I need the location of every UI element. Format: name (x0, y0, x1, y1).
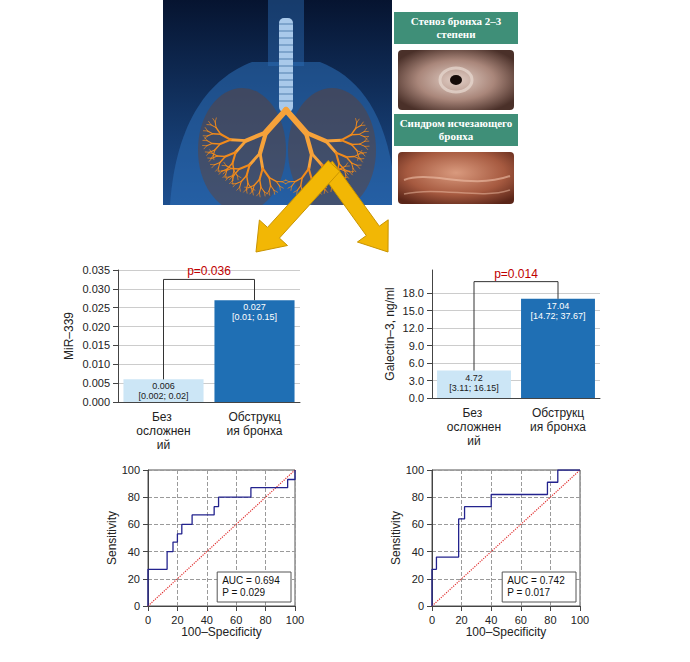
svg-text:60: 60 (412, 518, 424, 530)
svg-text:15.0: 15.0 (403, 305, 424, 317)
svg-text:0.010: 0.010 (82, 358, 110, 370)
svg-text:p=0.014: p=0.014 (494, 267, 538, 281)
svg-text:100–Specificity: 100–Specificity (466, 625, 547, 639)
svg-text:0.035: 0.035 (82, 264, 110, 276)
html-text:Стеноз бронха 2–3 степени: Стеноз бронха 2–3 степени (410, 15, 502, 40)
svg-text:0: 0 (134, 600, 140, 612)
svg-text:Galectin–3, ng/ml: Galectin–3, ng/ml (383, 287, 397, 380)
svg-text:0.006: 0.006 (152, 381, 175, 391)
svg-text:ий: ий (157, 438, 170, 452)
svg-text:6.0: 6.0 (409, 357, 424, 369)
svg-text:осложнен: осложнен (136, 424, 190, 438)
svg-text:Sensitivity: Sensitivity (389, 511, 403, 565)
svg-text:0.020: 0.020 (82, 321, 110, 333)
svg-text:20: 20 (171, 614, 183, 626)
svg-text:ия бронха: ия бронха (530, 420, 586, 434)
svg-text:Без: Без (462, 406, 485, 420)
svg-text:P = 0.017: P = 0.017 (507, 587, 550, 598)
svg-text:20: 20 (128, 573, 140, 585)
svg-text:0.030: 0.030 (82, 283, 110, 295)
svg-text:4.72: 4.72 (465, 373, 483, 383)
svg-text:80: 80 (128, 491, 140, 503)
svg-text:0: 0 (145, 614, 151, 626)
svg-text:0.0: 0.0 (409, 392, 424, 404)
svg-text:20: 20 (412, 573, 424, 585)
svg-text:60: 60 (230, 614, 242, 626)
svg-text:40: 40 (412, 546, 424, 558)
svg-text:20: 20 (455, 614, 467, 626)
html-text:Синдром исчезающего бронха: Синдром исчезающего бронха (399, 117, 513, 142)
svg-text:100: 100 (122, 464, 140, 476)
svg-text:9.0: 9.0 (409, 340, 424, 352)
svg-text:60: 60 (128, 518, 140, 530)
svg-text:0.000: 0.000 (82, 396, 110, 408)
svg-text:80: 80 (544, 614, 556, 626)
svg-text:0.015: 0.015 (82, 339, 110, 351)
svg-text:12.0: 12.0 (403, 322, 424, 334)
svg-text:18.0: 18.0 (403, 287, 424, 299)
svg-text:осложнен: осложнен (447, 420, 501, 434)
svg-text:80: 80 (259, 614, 271, 626)
svg-text:40: 40 (128, 546, 140, 558)
svg-text:ия бронха: ия бронха (227, 424, 283, 438)
svg-text:[0.01; 0.15]: [0.01; 0.15] (232, 312, 277, 322)
svg-text:[3.11; 16.15]: [3.11; 16.15] (449, 383, 498, 393)
svg-text:AUC = 0.742: AUC = 0.742 (507, 575, 565, 586)
svg-text:[0.002; 0.02]: [0.002; 0.02] (138, 391, 188, 401)
svg-text:P = 0.029: P = 0.029 (222, 587, 265, 598)
svg-text:40: 40 (485, 614, 497, 626)
svg-text:Обструкц: Обструкц (532, 406, 584, 420)
svg-text:100: 100 (406, 464, 424, 476)
svg-text:0: 0 (429, 614, 435, 626)
svg-text:AUC = 0.694: AUC = 0.694 (222, 575, 280, 586)
svg-text:3.0: 3.0 (409, 375, 424, 387)
svg-text:Без: Без (152, 410, 175, 424)
svg-text:17.04: 17.04 (547, 301, 570, 311)
svg-text:Обструкц: Обструкц (228, 410, 280, 424)
svg-text:40: 40 (201, 614, 213, 626)
svg-text:0.027: 0.027 (243, 302, 266, 312)
svg-text:ий: ий (467, 434, 480, 448)
svg-text:100: 100 (286, 614, 304, 626)
svg-text:p=0.036: p=0.036 (187, 264, 231, 278)
svg-text:0.025: 0.025 (82, 302, 110, 314)
svg-text:0.005: 0.005 (82, 377, 110, 389)
svg-text:MiR–339: MiR–339 (62, 312, 76, 360)
svg-text:Sensitivity: Sensitivity (105, 511, 119, 565)
svg-text:100–Specificity: 100–Specificity (181, 625, 262, 639)
svg-text:60: 60 (515, 614, 527, 626)
svg-text:80: 80 (412, 491, 424, 503)
svg-text:[14.72; 37.67]: [14.72; 37.67] (530, 311, 585, 321)
svg-text:0: 0 (418, 600, 424, 612)
svg-text:100: 100 (571, 614, 589, 626)
